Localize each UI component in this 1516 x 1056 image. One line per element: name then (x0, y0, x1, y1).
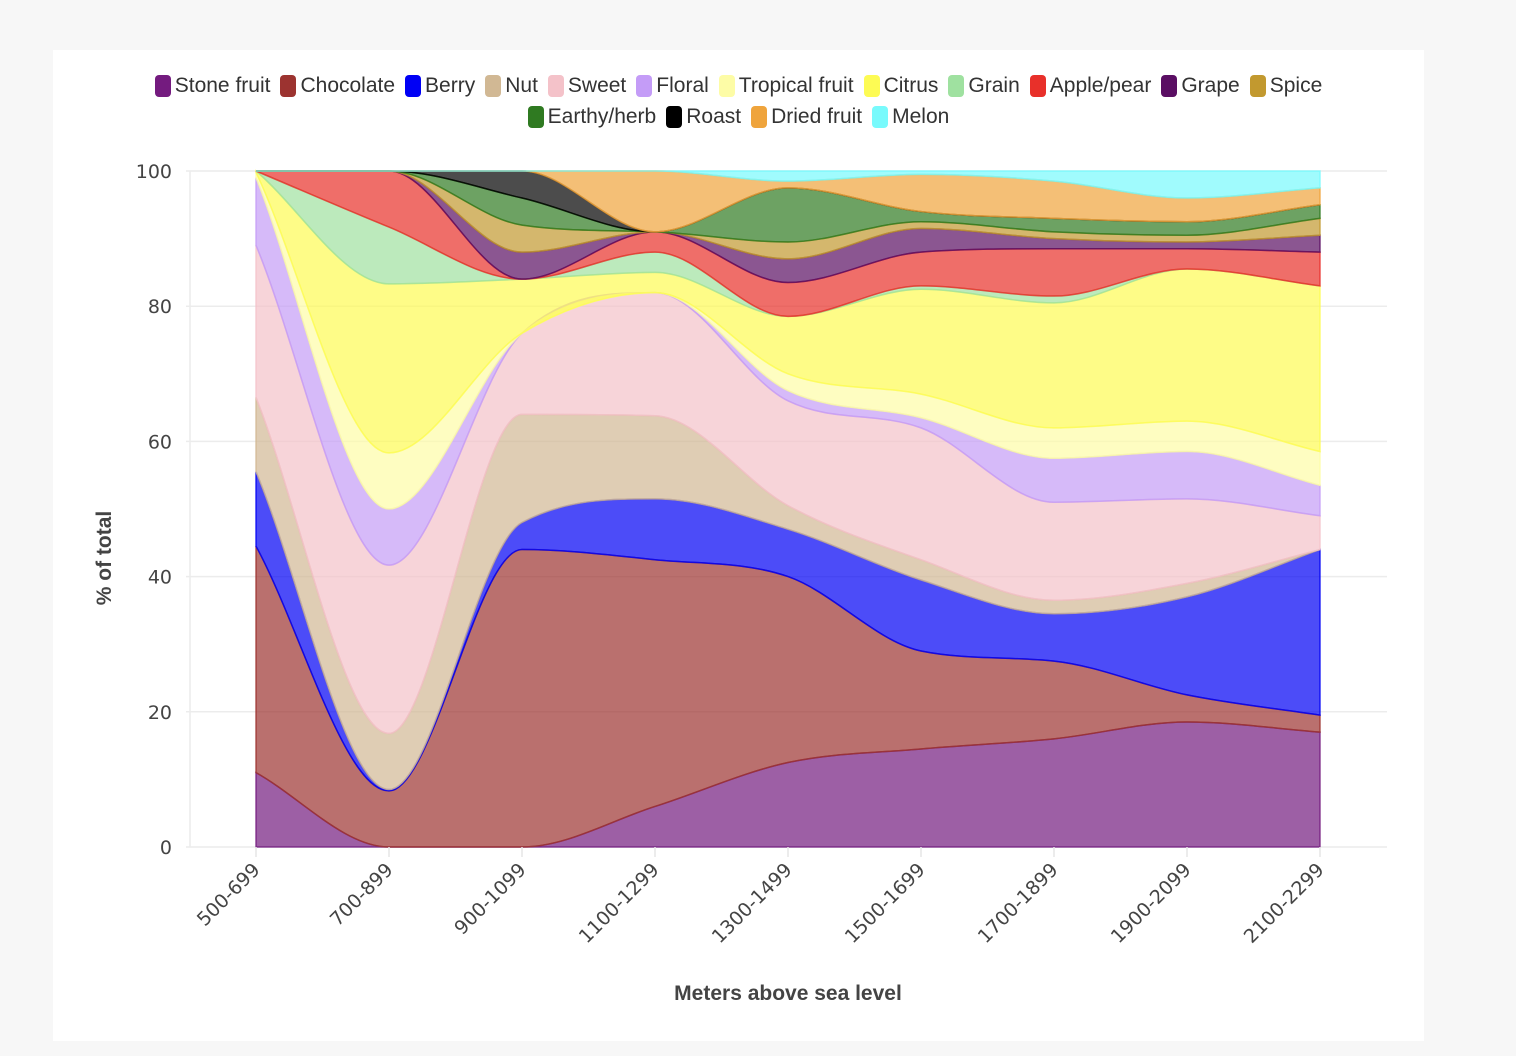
x-tick-label: 900-1099 (450, 859, 530, 939)
legend-swatch (718, 74, 735, 97)
legend-item[interactable]: Berry (405, 70, 475, 101)
legend-item[interactable]: Chocolate (280, 70, 395, 101)
legend-swatch (154, 74, 171, 97)
legend-label: Floral (656, 74, 709, 97)
legend-row: Stone fruit Chocolate Berry Nut Sweet Floral T… (53, 70, 1424, 101)
y-tick-label: 40 (148, 567, 172, 589)
legend-swatch (1029, 74, 1046, 97)
x-tick-label: 1300-1499 (708, 859, 797, 948)
area-series (255, 169, 1321, 848)
legend-row: Earthy/herb Roast Dried fruit Melon (53, 101, 1424, 132)
legend-swatch (751, 105, 768, 128)
x-tick-label: 1100-1299 (575, 859, 664, 948)
legend-label: Tropical fruit (738, 74, 854, 97)
legend-item[interactable]: Grape (1161, 70, 1240, 101)
legend-swatch (1249, 74, 1266, 97)
y-tick-label: 100 (136, 161, 172, 183)
x-tick-label: 2100-2299 (1240, 859, 1329, 948)
x-axis-ticks: 500-699 700-899 900-1099 1100-1299 1300-1499… (193, 847, 1329, 948)
x-tick-label: 700-899 (326, 859, 398, 931)
x-tick-label: 1500-1699 (841, 859, 930, 948)
legend-swatch (872, 105, 889, 128)
legend-swatch (485, 74, 502, 97)
legend-swatch (405, 74, 422, 97)
y-axis-title: % of total (93, 511, 116, 606)
legend-label: Apple/pear (1049, 74, 1152, 97)
legend-item[interactable]: Floral (636, 70, 709, 101)
legend-item[interactable]: Roast (666, 101, 741, 132)
legend-item[interactable]: Melon (872, 101, 949, 132)
y-axis-ticks: 0 20 40 60 80 100 (136, 161, 172, 859)
legend-label: Berry (425, 74, 476, 97)
legend-swatch (948, 74, 965, 97)
legend-item[interactable]: Dried fruit (751, 101, 862, 132)
x-axis-title: Meters above sea level (674, 982, 902, 1005)
legend: Stone fruit Chocolate Berry Nut Sweet Floral T… (53, 70, 1424, 132)
legend-label: Chocolate (300, 74, 396, 97)
y-tick-label: 80 (148, 296, 172, 318)
legend-label: Nut (505, 74, 538, 97)
legend-label: Dried fruit (771, 105, 863, 128)
legend-item[interactable]: Nut (485, 70, 538, 101)
legend-label: Stone fruit (174, 74, 271, 97)
chart-card: Stone fruit Chocolate Berry Nut Sweet Floral T… (53, 50, 1424, 1041)
legend-item[interactable]: Stone fruit (154, 70, 271, 101)
legend-swatch (547, 74, 564, 97)
legend-label: Grape (1181, 74, 1240, 97)
x-tick-label: 1900-2099 (1107, 859, 1196, 948)
y-tick-label: 20 (148, 702, 172, 724)
x-tick-label: 1700-1899 (974, 859, 1063, 948)
y-tick-label: 0 (160, 837, 172, 859)
legend-swatch (666, 105, 683, 128)
legend-swatch (527, 105, 544, 128)
legend-swatch (280, 74, 297, 97)
legend-label: Spice (1269, 74, 1323, 97)
legend-label: Grain (968, 74, 1020, 97)
legend-item[interactable]: Sweet (547, 70, 627, 101)
area-melon[interactable] (255, 170, 1321, 199)
x-tick-label: 500-699 (193, 859, 265, 931)
legend-label: Earthy/herb (547, 105, 657, 128)
legend-item[interactable]: Apple/pear (1029, 70, 1152, 101)
y-tick-label: 60 (148, 431, 172, 453)
legend-item[interactable]: Earthy/herb (527, 101, 657, 132)
legend-item[interactable]: Grain (948, 70, 1020, 101)
legend-swatch (636, 74, 653, 97)
legend-swatch (863, 74, 880, 97)
legend-item[interactable]: Tropical fruit (718, 70, 854, 101)
stacked-area-chart: 0 20 40 60 80 100 500-699 700-899 900-1099 1100-… (93, 161, 1387, 1005)
legend-label: Melon (892, 105, 950, 128)
legend-swatch (1161, 74, 1178, 97)
legend-label: Sweet (567, 74, 627, 97)
legend-item[interactable]: Citrus (863, 70, 939, 101)
legend-label: Citrus (883, 74, 939, 97)
legend-label: Roast (686, 105, 742, 128)
legend-item[interactable]: Spice (1249, 70, 1323, 101)
